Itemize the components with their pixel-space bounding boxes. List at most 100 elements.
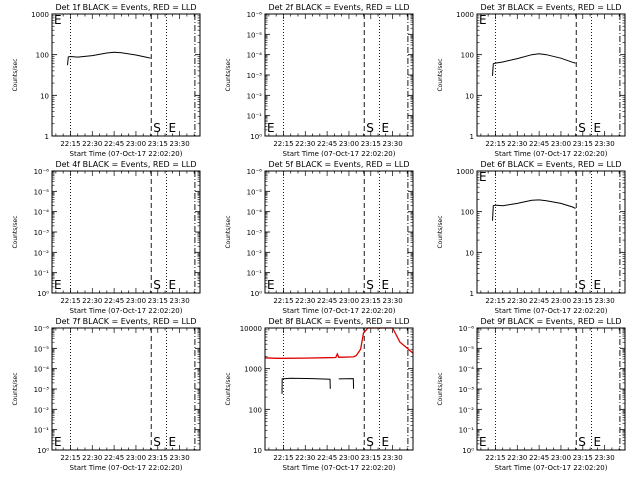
plot-frame [264,327,414,451]
panel-title: Det 6f BLACK = Events, RED = LLD [480,160,621,169]
marker-label: E [594,278,602,292]
y-tick-label: 10 [465,92,474,100]
y-tick-label: 1000 [456,168,474,176]
x-tick-label: 23:00 [126,140,146,148]
series-line [281,377,331,394]
x-tick-label: 22:45 [317,454,337,462]
plot-frame [51,13,201,137]
flag-label: E [54,435,62,449]
x-tick-label: 23:15 [361,297,381,305]
x-tick-label: 22:45 [104,454,124,462]
y-tick-label: 10⁻¹ [247,113,263,121]
detector-panel: Det 7f BLACK = Events, RED = LLD Counts/s… [12,317,201,472]
marker-label: S [153,435,161,449]
panel-title: Det 8f BLACK = Events, RED = LLD [268,317,409,326]
x-tick-label: 23:00 [339,297,359,305]
y-tick-label: 10⁻³ [459,386,475,394]
x-tick-label: 23:30 [595,140,615,148]
plot-frame [476,13,626,137]
y-tick-label: 10⁰ [462,447,474,455]
x-axis-label: Start Time (07-Oct-17 22:02:20) [495,150,608,158]
x-tick-label: 23:15 [148,140,168,148]
flag-label: E [267,278,275,292]
x-tick-label: 23:30 [383,297,403,305]
y-axis-label: Counts/sec [225,215,232,248]
marker-label: E [382,278,390,292]
x-tick-label: 23:15 [573,454,593,462]
y-tick-label: 10⁰ [37,290,49,298]
y-tick-label: 100 [249,406,262,414]
y-tick-label: 10⁻⁵ [247,188,263,196]
x-tick-label: 22:15 [60,454,80,462]
panel-title: Det 1f BLACK = Events, RED = LLD [55,3,196,12]
detector-panel: Det 1f BLACK = Events, RED = LLD Counts/s… [12,3,201,158]
marker-label: E [594,121,602,135]
x-tick-label: 23:00 [339,454,359,462]
y-tick-label: 10⁻³ [34,229,50,237]
panel-title: Det 2f BLACK = Events, RED = LLD [268,3,409,12]
x-tick-label: 23:30 [383,140,403,148]
flag-label: E [479,13,487,27]
y-tick-label: 1000 [244,366,262,374]
marker-label: E [169,278,177,292]
x-tick-label: 22:30 [82,454,102,462]
x-tick-label: 22:30 [82,140,102,148]
y-tick-label: 1000 [456,11,474,19]
x-tick-label: 22:30 [507,454,527,462]
y-axis-label: Counts/sec [12,215,19,248]
y-tick-label: 10⁻² [247,92,263,100]
plot-frame [264,13,414,137]
y-tick-label: 10⁻⁴ [34,366,50,374]
x-tick-label: 23:15 [573,297,593,305]
y-tick-label: 10 [465,249,474,257]
x-tick-label: 23:30 [383,454,403,462]
y-tick-label: 100 [36,52,49,60]
y-tick-label: 100 [461,209,474,217]
x-tick-label: 23:15 [148,297,168,305]
panel-title: Det 7f BLACK = Events, RED = LLD [55,317,196,326]
marker-label: E [594,435,602,449]
y-tick-label: 10⁻⁴ [459,366,475,374]
y-tick-label: 10⁻¹ [34,270,50,278]
flag-label: E [267,121,275,135]
detector-panel: Det 3f BLACK = Events, RED = LLD Counts/s… [437,3,626,158]
y-tick-label: 10⁻⁵ [459,345,475,353]
y-tick-label: 10⁻⁶ [34,325,50,333]
x-tick-label: 22:45 [529,454,549,462]
x-tick-label: 23:15 [573,140,593,148]
y-tick-label: 10⁻⁵ [247,31,263,39]
plot-frame [264,170,414,294]
plot-frame [51,327,201,451]
y-tick-label: 100 [461,52,474,60]
y-tick-label: 10⁻⁴ [34,209,50,217]
series-line [264,327,414,359]
y-axis-label: Counts/sec [12,58,19,91]
x-tick-label: 22:45 [104,297,124,305]
detector-panel: Det 5f BLACK = Events, RED = LLD Counts/s… [225,160,414,315]
marker-label: S [366,121,374,135]
y-tick-label: 10⁻⁶ [247,11,263,19]
panel-title: Det 5f BLACK = Events, RED = LLD [268,160,409,169]
y-tick-label: 10000 [240,325,262,333]
y-tick-label: 10⁻⁶ [459,325,475,333]
y-tick-label: 10⁻³ [247,72,263,80]
x-tick-label: 23:00 [126,454,146,462]
detector-panel: Det 6f BLACK = Events, RED = LLD Counts/s… [437,160,626,315]
y-tick-label: 10⁻² [247,249,263,257]
panel-title: Det 9f BLACK = Events, RED = LLD [480,317,621,326]
x-axis-label: Start Time (07-Oct-17 22:02:20) [495,307,608,315]
y-tick-label: 10⁻⁴ [247,52,263,60]
marker-label: S [578,435,586,449]
x-tick-label: 23:30 [170,140,190,148]
x-tick-label: 22:15 [273,140,293,148]
x-tick-label: 22:30 [507,297,527,305]
y-tick-label: 10⁻⁶ [247,168,263,176]
y-tick-label: 10⁻² [34,249,50,257]
y-axis-label: Counts/sec [437,58,444,91]
x-tick-label: 23:30 [170,454,190,462]
series-line [492,199,576,221]
marker-label: E [382,121,390,135]
x-tick-label: 22:45 [529,297,549,305]
y-tick-label: 10⁰ [250,290,262,298]
y-axis-label: Counts/sec [437,372,444,405]
